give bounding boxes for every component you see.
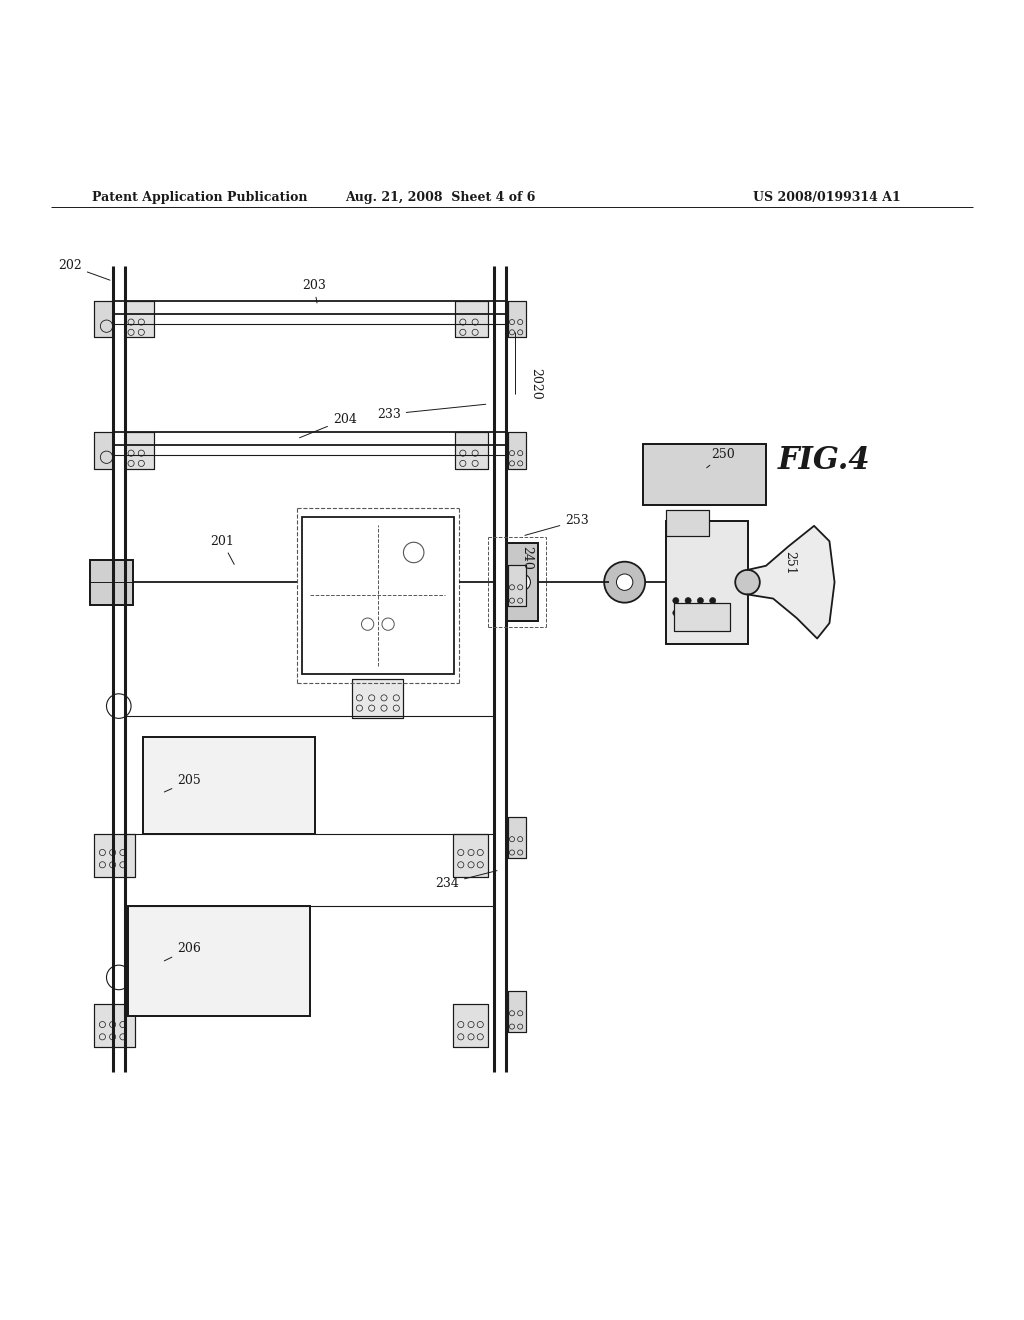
Bar <box>508 301 526 338</box>
Bar <box>453 1005 488 1047</box>
Circle shape <box>616 574 633 590</box>
Bar <box>143 737 315 834</box>
Bar <box>94 834 135 876</box>
Text: 253: 253 <box>525 515 589 536</box>
Text: 2020: 2020 <box>529 368 543 400</box>
Bar <box>94 432 113 469</box>
Bar <box>90 560 133 605</box>
Bar <box>508 991 526 1032</box>
Bar <box>674 603 730 631</box>
Bar <box>453 1005 488 1047</box>
Bar <box>94 301 113 338</box>
Bar <box>302 516 454 675</box>
Circle shape <box>710 610 716 616</box>
Bar <box>352 680 403 718</box>
Bar <box>643 444 766 506</box>
Bar <box>455 301 488 338</box>
Bar <box>352 680 403 718</box>
Circle shape <box>697 598 703 603</box>
Text: 233: 233 <box>377 404 485 421</box>
Circle shape <box>604 562 645 603</box>
Circle shape <box>685 610 691 616</box>
Bar <box>125 432 154 469</box>
Bar <box>508 565 526 606</box>
Bar <box>125 432 154 469</box>
Text: 204: 204 <box>300 413 356 438</box>
Bar <box>643 444 766 506</box>
Text: 234: 234 <box>435 871 497 890</box>
Bar <box>455 432 488 469</box>
Bar <box>94 301 113 338</box>
Circle shape <box>514 574 530 590</box>
Circle shape <box>673 610 679 616</box>
Bar <box>94 1005 135 1047</box>
Bar <box>508 565 526 606</box>
Text: Patent Application Publication: Patent Application Publication <box>92 191 307 205</box>
Text: 250: 250 <box>707 447 735 467</box>
Bar <box>666 511 709 536</box>
Bar <box>508 432 526 469</box>
Bar <box>94 834 135 876</box>
Text: 206: 206 <box>164 942 201 961</box>
Circle shape <box>673 598 679 603</box>
Bar <box>455 432 488 469</box>
Bar <box>453 834 488 876</box>
Bar <box>143 737 315 834</box>
Bar <box>128 906 310 1016</box>
Bar <box>128 906 310 1016</box>
Circle shape <box>697 610 703 616</box>
Bar <box>666 511 709 536</box>
Polygon shape <box>748 525 835 639</box>
Text: US 2008/0199314 A1: US 2008/0199314 A1 <box>754 191 901 205</box>
Text: 203: 203 <box>302 279 326 304</box>
Text: 240: 240 <box>520 545 534 569</box>
Text: 205: 205 <box>164 775 201 792</box>
Bar <box>90 560 133 605</box>
Bar <box>674 603 730 631</box>
Bar <box>125 301 154 338</box>
Text: 201: 201 <box>210 535 234 565</box>
Bar <box>507 544 538 622</box>
Bar <box>94 1005 135 1047</box>
Bar <box>94 432 113 469</box>
Bar <box>508 301 526 338</box>
Bar <box>508 817 526 858</box>
Bar <box>508 817 526 858</box>
Bar <box>507 544 538 622</box>
Circle shape <box>735 570 760 594</box>
Text: 251: 251 <box>783 550 797 574</box>
Bar <box>455 301 488 338</box>
Bar <box>666 520 748 644</box>
Bar <box>508 432 526 469</box>
Bar <box>453 834 488 876</box>
Text: Aug. 21, 2008  Sheet 4 of 6: Aug. 21, 2008 Sheet 4 of 6 <box>345 191 536 205</box>
Bar <box>125 301 154 338</box>
Bar <box>508 991 526 1032</box>
Circle shape <box>685 598 691 603</box>
Circle shape <box>710 598 716 603</box>
Text: 202: 202 <box>58 259 110 280</box>
Bar <box>666 520 748 644</box>
Text: FIG.4: FIG.4 <box>778 445 870 475</box>
